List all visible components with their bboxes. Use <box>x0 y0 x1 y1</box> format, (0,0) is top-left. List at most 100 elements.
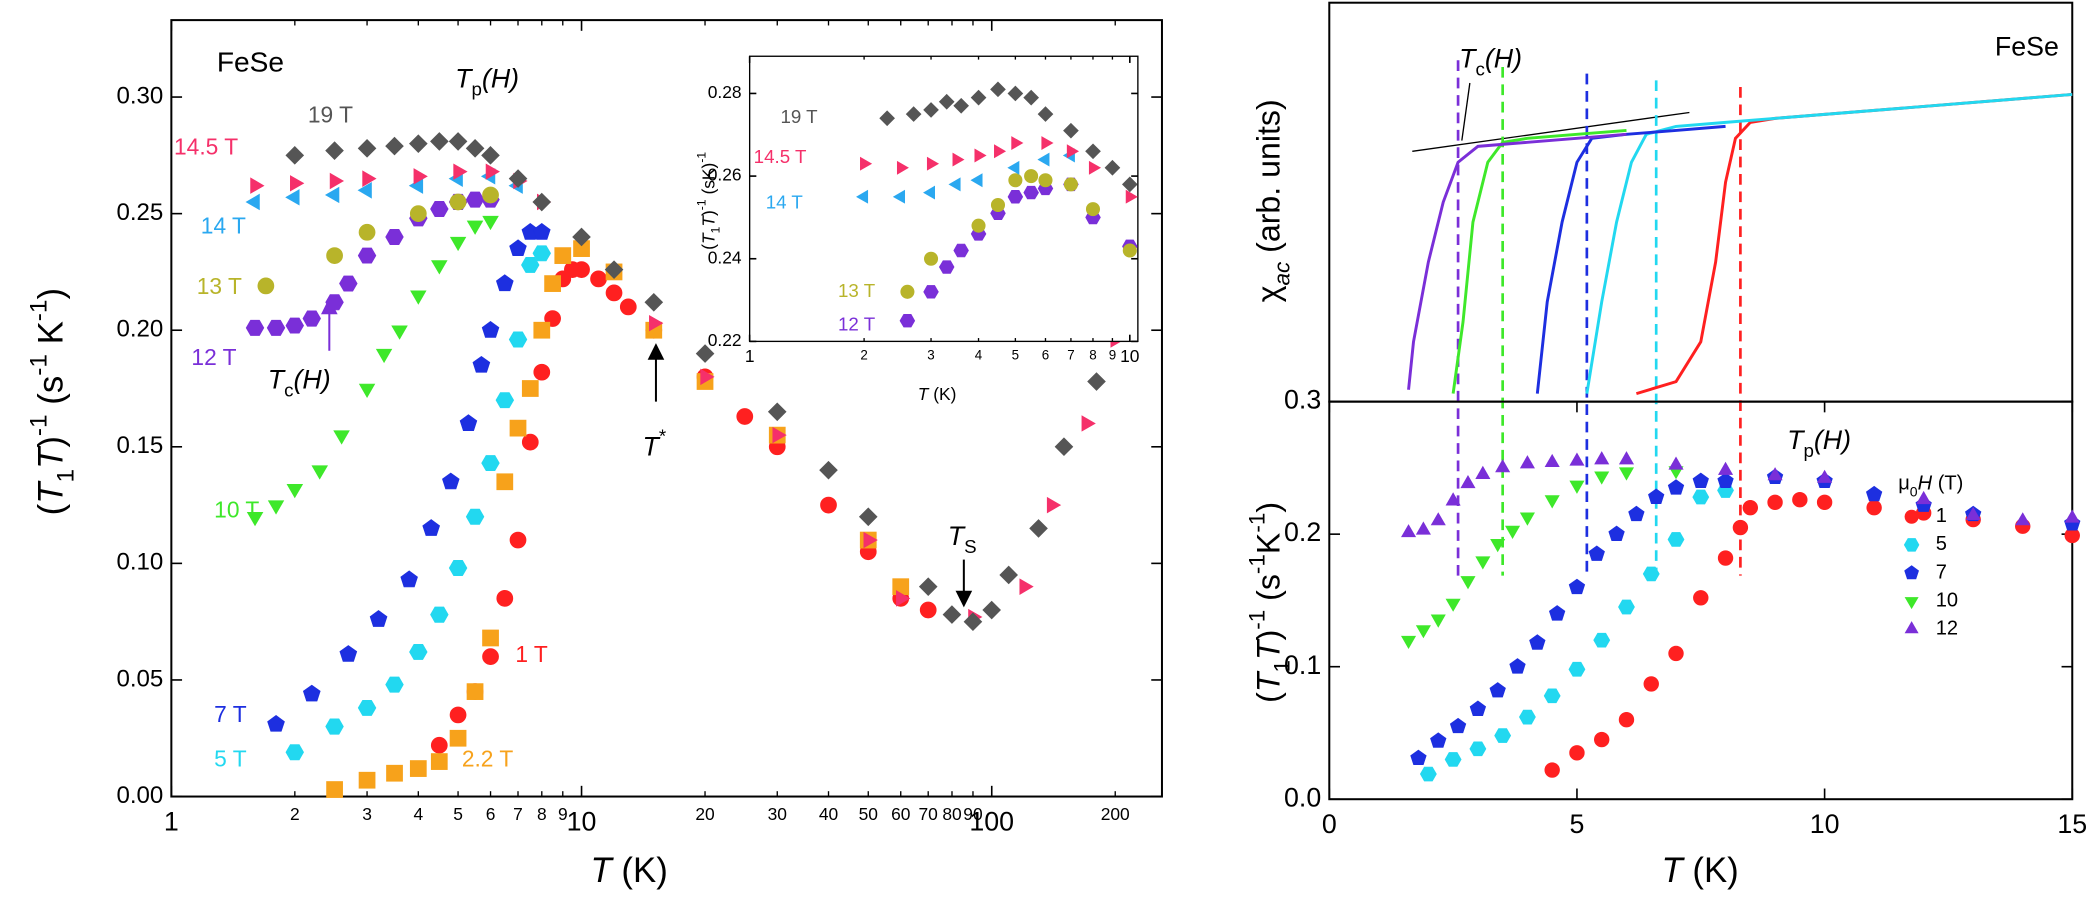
marker <box>325 186 340 204</box>
marker <box>311 465 329 480</box>
marker <box>482 215 499 231</box>
marker <box>442 472 460 490</box>
marker <box>1024 169 1039 184</box>
tp-label-part: T <box>455 63 473 93</box>
series-label: 14 T <box>201 213 246 239</box>
marker <box>410 290 427 305</box>
marker <box>391 325 408 340</box>
marker <box>1495 459 1511 473</box>
x-minor-tick-label: 60 <box>891 804 910 824</box>
marker <box>1037 152 1050 167</box>
marker <box>1569 745 1585 761</box>
marker <box>466 683 484 700</box>
y-axis-label-part: -1 <box>695 199 709 210</box>
legend-title-part: (T) <box>1932 473 1963 495</box>
marker <box>1588 545 1605 561</box>
legend-title-part: H <box>1918 473 1933 495</box>
marker <box>1594 451 1610 465</box>
marker <box>481 321 500 338</box>
marker <box>1668 645 1684 662</box>
marker <box>1087 372 1106 391</box>
y-axis-label-part: ac <box>1270 262 1295 286</box>
marker <box>970 89 987 106</box>
marker <box>772 426 787 444</box>
marker <box>892 578 910 596</box>
plot-frame <box>170 19 1163 798</box>
marker <box>482 629 499 647</box>
tp-label-part: p <box>1803 440 1813 461</box>
marker <box>1054 437 1074 457</box>
y-tick-label: 0.20 <box>116 316 163 343</box>
marker <box>465 508 485 525</box>
marker <box>994 144 1007 159</box>
marker <box>1618 712 1635 728</box>
marker <box>245 319 265 336</box>
tc-label-part: T <box>268 365 286 395</box>
marker <box>619 298 637 316</box>
x-tick-label: 10 <box>1810 809 1840 839</box>
y-axis-label-part: ) <box>1251 502 1287 513</box>
y-axis-label-part: (arb. units) <box>1251 99 1287 261</box>
y-axis-label-part: ( <box>1251 692 1287 703</box>
marker <box>1544 453 1560 468</box>
marker <box>430 606 449 623</box>
marker <box>1569 480 1585 494</box>
marker <box>1642 566 1660 582</box>
x-minor-tick-label: 80 <box>942 804 961 824</box>
marker <box>358 223 376 241</box>
x-minor-tick-label: 30 <box>768 804 787 824</box>
marker <box>974 148 987 163</box>
y-axis-label-part: -1 <box>1245 610 1270 630</box>
y-tick-label: 0.26 <box>708 165 742 185</box>
x-minor-tick-label: 50 <box>859 804 878 824</box>
marker <box>767 402 787 422</box>
marker <box>892 189 906 204</box>
marker <box>385 676 404 693</box>
marker <box>430 736 448 754</box>
marker <box>1568 578 1586 595</box>
series-label: 19 T <box>308 102 353 128</box>
y-tick-label: 0.30 <box>116 82 163 109</box>
legend-marker <box>1904 565 1919 580</box>
marker <box>1865 485 1883 502</box>
marker <box>896 590 911 607</box>
marker <box>245 193 260 211</box>
marker <box>1445 492 1461 506</box>
marker <box>1618 599 1635 615</box>
marker <box>1718 461 1734 475</box>
y-axis-label-part: -1 <box>695 152 709 163</box>
x-tick-label: 100 <box>969 806 1014 836</box>
marker <box>1648 488 1665 504</box>
marker <box>554 247 572 264</box>
y-axis-label: χac (arb. units) <box>1251 99 1295 302</box>
marker <box>1519 512 1535 526</box>
marker <box>422 519 441 536</box>
marker <box>449 236 467 252</box>
marker <box>1419 766 1437 782</box>
marker <box>820 496 837 514</box>
marker <box>700 368 715 386</box>
x-minor-tick-label: 4 <box>975 348 983 363</box>
y-axis-label-part: -1 <box>1245 554 1270 574</box>
x-tick-label: 0 <box>1322 809 1337 839</box>
marker <box>1063 177 1078 192</box>
marker <box>1041 136 1054 151</box>
marker <box>1618 467 1635 481</box>
x-minor-tick-label: 7 <box>1067 348 1074 363</box>
marker <box>1628 505 1645 522</box>
marker <box>285 189 300 206</box>
x-tick-label: 10 <box>1120 346 1139 366</box>
marker <box>521 256 540 273</box>
tp-label-part: (H) <box>1814 425 1851 455</box>
marker <box>1104 159 1121 176</box>
legend-title: μ0H (T) <box>1898 473 1963 499</box>
x-minor-tick-label: 9 <box>1109 348 1116 363</box>
marker <box>250 177 265 194</box>
y-axis-label-part: ) <box>698 210 718 216</box>
marker <box>860 156 873 171</box>
marker <box>544 275 561 292</box>
marker <box>1568 661 1586 677</box>
x-minor-tick-label: 4 <box>413 804 423 824</box>
marker <box>466 220 484 235</box>
